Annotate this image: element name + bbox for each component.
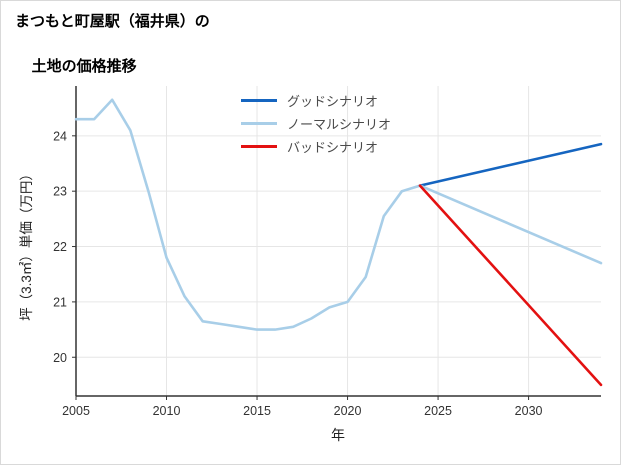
legend-item: ノーマルシナリオ (241, 116, 392, 132)
y-tick-label: 21 (53, 295, 67, 309)
legend-line-swatch (241, 145, 277, 148)
x-tick-label: 2005 (62, 404, 90, 418)
legend-line-swatch (241, 99, 277, 102)
series-line (418, 184, 603, 387)
series-line (418, 142, 603, 187)
legend-item: バッドシナリオ (241, 139, 391, 155)
x-tick-label: 2020 (334, 404, 362, 418)
series-line (74, 98, 422, 331)
y-tick-label: 23 (53, 185, 67, 199)
x-tick-label: 2030 (515, 404, 543, 418)
legend-label: グッドシナリオ (287, 94, 379, 109)
chart-title-line2: 土地の価格推移 (31, 58, 137, 75)
legend-label: バッドシナリオ (287, 140, 379, 155)
x-tick-label: 2015 (243, 404, 271, 418)
legend-item: グッドシナリオ (241, 93, 391, 109)
series-line (418, 184, 603, 265)
chart-title: まつもと町屋駅（福井県）の 土地の価格推移 (15, 11, 210, 101)
legend-label: ノーマルシナリオ (287, 117, 392, 132)
y-tick-label: 22 (53, 240, 67, 254)
y-tick-label: 24 (53, 129, 67, 143)
legend-line-swatch (241, 122, 277, 125)
legend: グッドシナリオ ノーマルシナリオ バッドシナリオ (241, 93, 392, 155)
y-axis-label: 坪（3.3㎡）単価（万円） (19, 167, 34, 321)
chart-title-line1: まつもと町屋駅（福井県）の (15, 13, 210, 30)
x-tick-label: 2010 (153, 404, 181, 418)
x-tick-label: 2025 (424, 404, 452, 418)
x-axis-label: 年 (331, 427, 345, 443)
y-tick-label: 20 (53, 351, 67, 365)
